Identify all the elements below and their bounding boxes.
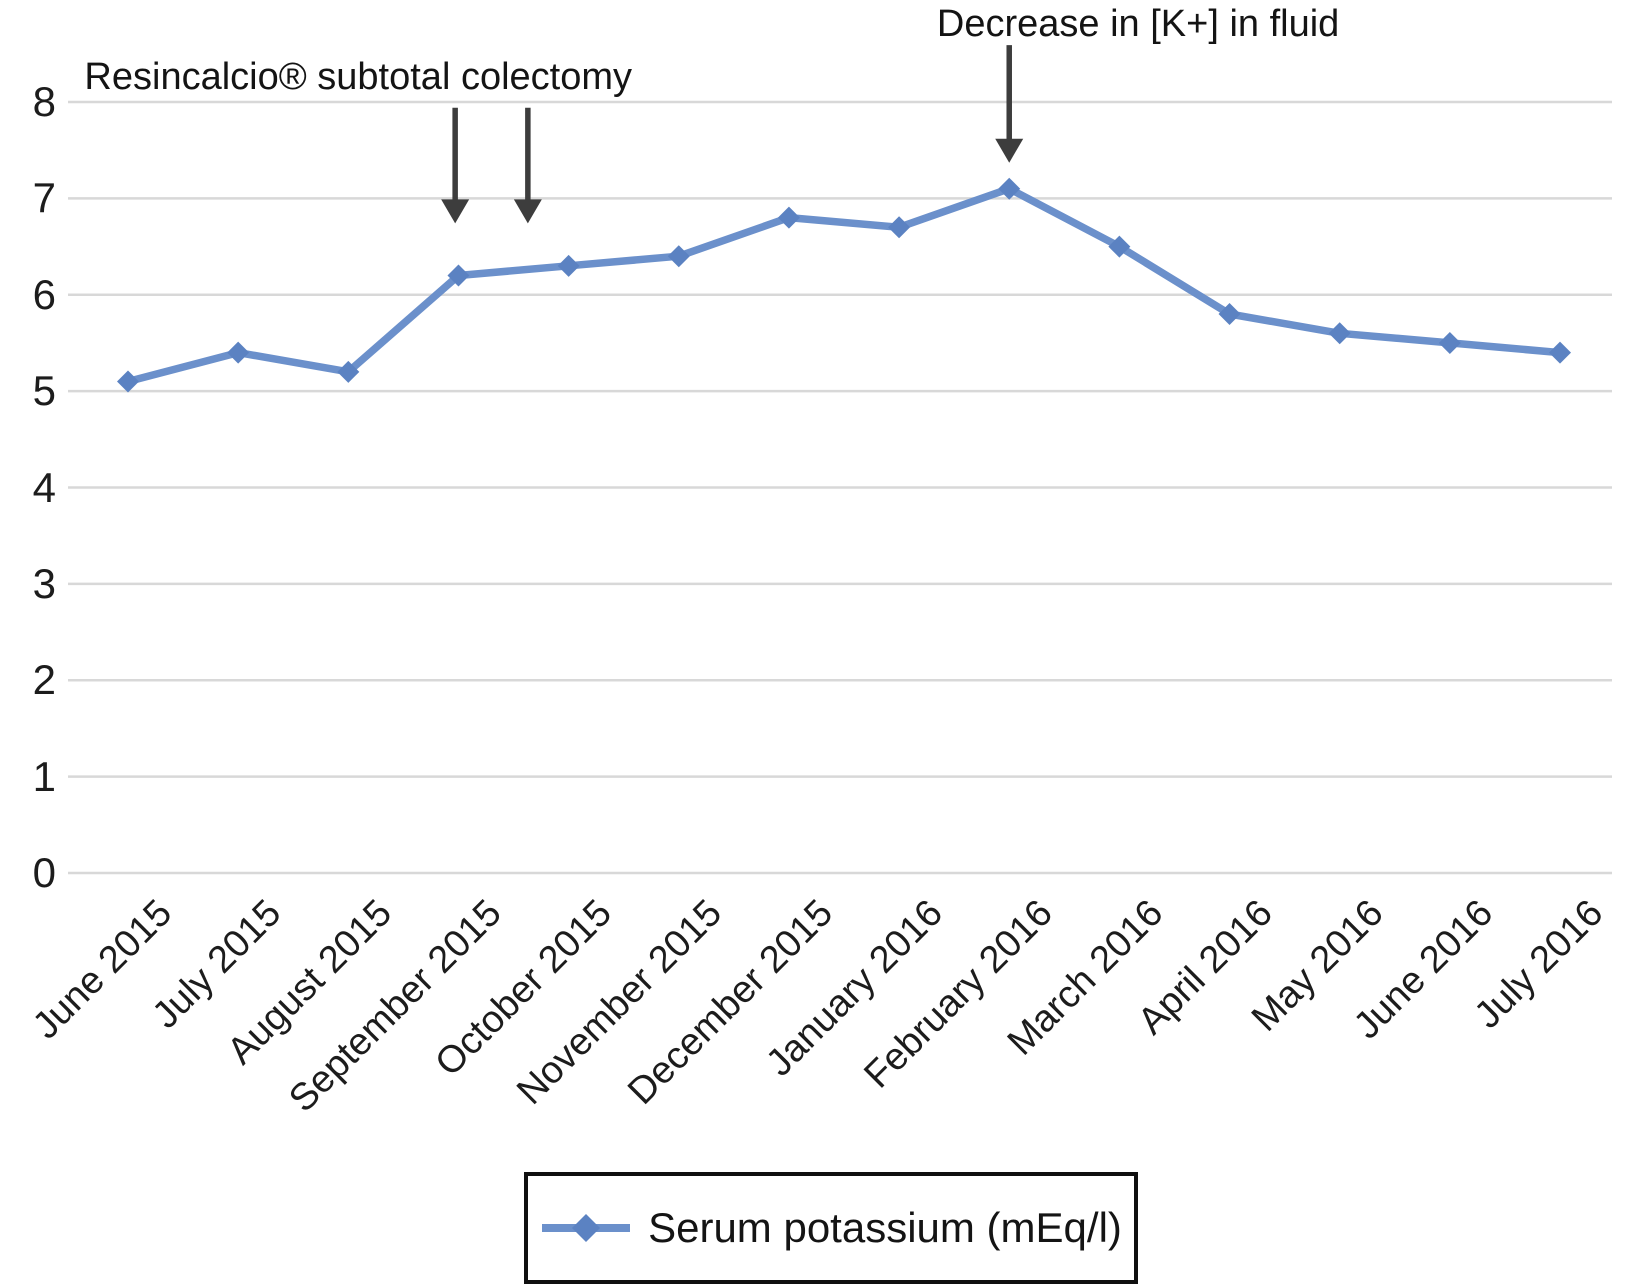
data-point-2 [337, 360, 360, 383]
annotation-1-arrowhead-0 [995, 138, 1024, 163]
legend-series-label: Serum potassium (mEq/l) [648, 1204, 1122, 1251]
series-line [124, 184, 1564, 386]
y-tick-label-1: 1 [32, 752, 56, 800]
annotation-label-0: Resincalcio® subtotal colectomy [84, 55, 633, 98]
data-point-7 [888, 216, 911, 239]
data-point-13 [1549, 341, 1572, 364]
y-tick-label-4: 4 [32, 463, 56, 511]
data-point-3 [447, 264, 470, 287]
y-tick-label-8: 8 [32, 78, 56, 125]
data-point-0 [117, 370, 139, 393]
data-point-4 [557, 254, 580, 277]
data-point-10 [1218, 303, 1241, 326]
legend: Serum potassium (mEq/l) [524, 1172, 1138, 1284]
data-point-12 [1438, 331, 1461, 354]
data-point-8 [998, 177, 1021, 200]
data-point-1 [227, 341, 250, 364]
y-tick-label-2: 2 [32, 656, 56, 704]
annotation-0-arrowhead-0 [441, 199, 470, 224]
y-tick-label-5: 5 [32, 367, 56, 415]
y-tick-label-7: 7 [32, 174, 56, 222]
annotation-label-1: Decrease in [K+] in fluid [936, 2, 1340, 45]
y-tick-label-3: 3 [32, 559, 56, 607]
legend-series-marker-icon [542, 1214, 631, 1242]
y-tick-label-6: 6 [32, 270, 56, 318]
annotation-0-arrowhead-1 [513, 199, 542, 224]
data-point-5 [667, 245, 690, 268]
data-point-11 [1328, 322, 1351, 345]
y-tick-label-0: 0 [32, 849, 56, 896]
data-point-6 [777, 206, 800, 229]
data-point-9 [1108, 235, 1131, 258]
